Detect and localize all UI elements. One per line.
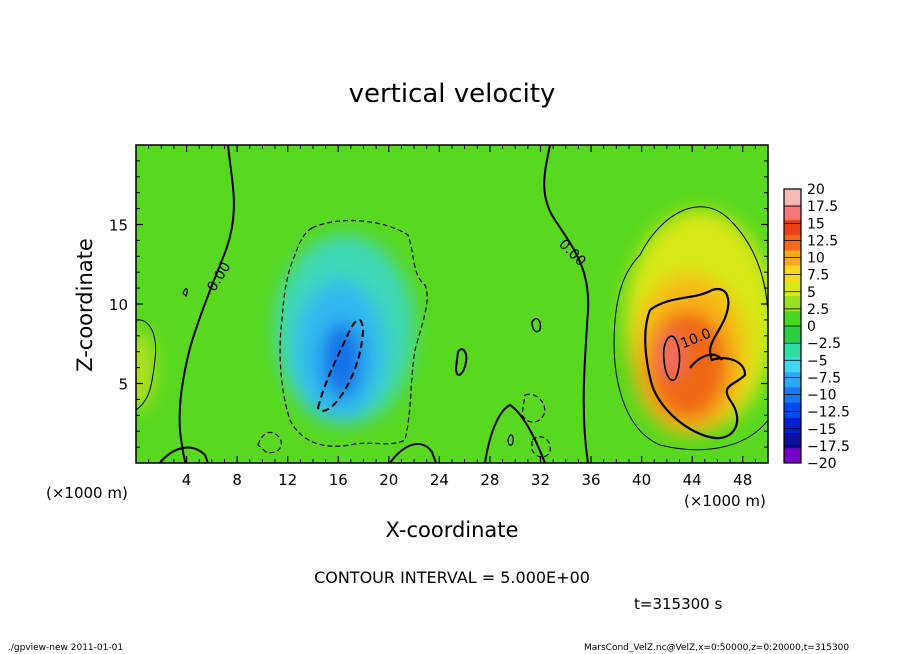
colorbar-label: 0	[807, 319, 816, 335]
dashed-contour-center-lower	[521, 393, 546, 423]
zero-contour-bump	[484, 403, 546, 463]
colorbar-label: 15	[807, 216, 825, 232]
x-tick-label: 24	[430, 471, 449, 489]
colorbar-label: 2.5	[807, 302, 829, 318]
small-loop-bottom	[507, 434, 514, 446]
colorbar-swatch	[784, 295, 801, 312]
colorbar-label: 20	[807, 182, 825, 198]
x-tick-label: 32	[531, 471, 550, 489]
updraft-ten-inner-notch	[689, 353, 723, 369]
downdraft-dashed-core-contour	[316, 318, 365, 412]
small-loop-center	[531, 318, 542, 333]
colorbar-label: 17.5	[807, 199, 838, 215]
colorbar-swatch	[784, 280, 801, 297]
x-tick-label: 28	[480, 471, 499, 489]
colorbar-label: 5	[807, 285, 816, 301]
colorbar-swatch	[784, 234, 801, 251]
x-tick-label: 16	[329, 471, 348, 489]
colorbar-label: 12.5	[807, 233, 838, 249]
left-edge-yellow-region	[136, 330, 154, 410]
colorbar-swatch	[784, 417, 801, 434]
x-tick-label: 20	[379, 471, 398, 489]
colorbar-label: 10	[807, 251, 825, 267]
downdraft-core-region	[322, 322, 362, 398]
small-loop-left	[182, 288, 188, 298]
updraft-ten-contour	[644, 287, 747, 440]
colorbar-label: −15	[807, 422, 837, 438]
x-tick-label: 48	[733, 471, 752, 489]
x-tick-label: 4	[182, 471, 192, 489]
colorbar-label: −12.5	[807, 405, 850, 421]
colorbar-swatch	[784, 432, 801, 449]
thin-left-edge-contour	[136, 319, 157, 411]
colorbar-swatch	[784, 204, 801, 220]
y-tick-label: 10	[109, 296, 128, 314]
updraft-peak-contour	[662, 335, 681, 382]
y-axis: 5 10 15	[109, 160, 768, 448]
x-tick-label: 8	[232, 471, 242, 489]
x-tick-label: 40	[632, 471, 651, 489]
x-axis-label: X-coordinate	[386, 518, 519, 542]
colorbar-label: −20	[807, 456, 837, 472]
x-axis: 4 8 12 16 20 24 28 32 36 40 44 48	[148, 145, 756, 489]
updraft-core-region	[648, 310, 728, 420]
colorbar-swatch	[784, 265, 801, 281]
downdraft-dashed-lower-left	[257, 431, 282, 454]
colorbar-swatch	[784, 371, 801, 388]
updraft-peak-region	[662, 333, 680, 377]
x-tick-label: 36	[581, 471, 600, 489]
colorbar-swatch	[784, 341, 801, 357]
contour-interval-text: CONTOUR INTERVAL = 5.000E+00	[314, 568, 590, 587]
dashed-contour-center-bottom	[531, 436, 551, 458]
colorbar-label: −7.5	[807, 370, 841, 386]
chart-title: vertical velocity	[349, 79, 556, 109]
contour-lines	[136, 145, 768, 463]
colorbar-label: −10	[807, 388, 837, 404]
y-tick-label: 15	[109, 217, 128, 235]
colorbar-swatch	[784, 447, 801, 464]
colorbar-swatch	[784, 356, 801, 373]
zero-contour-small-loop	[454, 348, 468, 376]
colorbar-swatch	[784, 219, 801, 236]
footer-left-text: ./gpview-new 2011-01-01	[8, 643, 123, 653]
colorbar-label: 7.5	[807, 268, 829, 284]
footer-right-text: MarsCond_VelZ.nc@VelZ,x=0:50000,z=0:2000…	[584, 643, 849, 653]
y-tick-label: 5	[118, 376, 128, 394]
downdraft-dashed-outer-contour	[279, 219, 428, 447]
zero-contour-left	[178, 145, 235, 463]
x-tick-label: 12	[278, 471, 297, 489]
time-stamp-text: t=315300 s	[634, 595, 722, 613]
colorbar-swatch	[784, 326, 801, 342]
updraft-thin-outer-contour	[613, 206, 768, 451]
y-axis-label: Z-coordinate	[73, 238, 97, 372]
x-unit-right: (×1000 m)	[684, 492, 766, 510]
x-unit-left: (×1000 m)	[46, 484, 128, 502]
zero-contour-center	[543, 145, 590, 463]
colorbar-swatch	[784, 189, 801, 205]
colorbar-label: −17.5	[807, 439, 850, 455]
colorbar-swatch	[784, 402, 801, 418]
colorbar-swatch	[784, 310, 801, 327]
x-tick-label: 44	[683, 471, 702, 489]
colorbar-label: −5	[807, 353, 828, 369]
colorbar-label: −2.5	[807, 336, 841, 352]
